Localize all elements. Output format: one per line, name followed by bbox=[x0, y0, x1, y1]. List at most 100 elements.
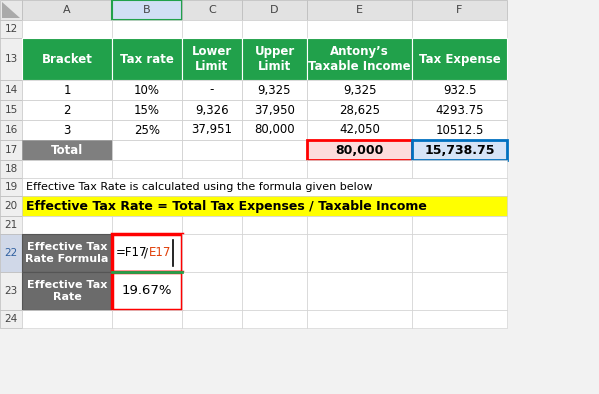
Bar bbox=[412, 216, 507, 234]
Bar bbox=[307, 216, 412, 234]
Bar bbox=[242, 20, 307, 38]
Bar bbox=[182, 310, 242, 328]
Bar bbox=[412, 80, 507, 100]
Text: 9,326: 9,326 bbox=[195, 104, 229, 117]
Bar bbox=[412, 20, 507, 38]
Text: 21: 21 bbox=[4, 220, 17, 230]
Bar bbox=[182, 38, 242, 80]
Text: E17: E17 bbox=[149, 247, 171, 260]
Bar bbox=[0, 20, 22, 38]
Bar bbox=[0, 234, 22, 272]
Text: 19: 19 bbox=[4, 182, 17, 192]
Text: 19.67%: 19.67% bbox=[122, 284, 173, 297]
Bar bbox=[0, 272, 22, 310]
Text: Total: Total bbox=[51, 143, 83, 156]
Bar bbox=[307, 120, 412, 140]
Bar bbox=[412, 140, 507, 160]
Bar bbox=[182, 140, 242, 160]
Bar bbox=[182, 20, 242, 38]
Text: -: - bbox=[210, 84, 214, 97]
Bar bbox=[182, 80, 242, 100]
Bar bbox=[307, 100, 412, 120]
Bar bbox=[242, 120, 307, 140]
Text: 20: 20 bbox=[4, 201, 17, 211]
Bar bbox=[0, 216, 22, 234]
Text: 80,000: 80,000 bbox=[254, 123, 295, 136]
Bar bbox=[242, 140, 307, 160]
Bar bbox=[307, 310, 412, 328]
Bar bbox=[112, 140, 182, 160]
Text: 23: 23 bbox=[4, 286, 17, 296]
Text: F: F bbox=[456, 5, 462, 15]
Text: 3: 3 bbox=[63, 123, 71, 136]
Bar bbox=[307, 0, 412, 20]
Bar bbox=[22, 234, 112, 272]
Bar bbox=[182, 160, 242, 178]
Text: 15: 15 bbox=[4, 105, 17, 115]
Text: Effective Tax Rate is calculated using the formula given below: Effective Tax Rate is calculated using t… bbox=[26, 182, 373, 192]
Bar bbox=[112, 234, 182, 272]
Text: Tax rate: Tax rate bbox=[120, 52, 174, 65]
Bar bbox=[412, 160, 507, 178]
Bar bbox=[112, 160, 182, 178]
Text: B: B bbox=[143, 5, 151, 15]
Bar bbox=[22, 0, 112, 20]
Text: 22: 22 bbox=[4, 248, 17, 258]
Bar bbox=[242, 160, 307, 178]
Bar bbox=[242, 38, 307, 80]
Bar bbox=[22, 160, 112, 178]
Text: =F17: =F17 bbox=[116, 247, 147, 260]
Text: 12: 12 bbox=[4, 24, 17, 34]
Bar bbox=[182, 100, 242, 120]
Bar bbox=[22, 310, 112, 328]
Bar bbox=[0, 38, 22, 80]
Text: 24: 24 bbox=[4, 314, 17, 324]
Bar bbox=[242, 80, 307, 100]
Bar bbox=[242, 272, 307, 310]
Polygon shape bbox=[2, 2, 20, 18]
Bar bbox=[182, 216, 242, 234]
Bar bbox=[22, 20, 112, 38]
Bar bbox=[307, 160, 412, 178]
Text: 4293.75: 4293.75 bbox=[435, 104, 484, 117]
Bar bbox=[412, 100, 507, 120]
Bar bbox=[112, 38, 182, 80]
Text: 10512.5: 10512.5 bbox=[435, 123, 483, 136]
Text: 28,625: 28,625 bbox=[339, 104, 380, 117]
Text: Effective Tax
Rate: Effective Tax Rate bbox=[27, 280, 107, 302]
Text: 14: 14 bbox=[4, 85, 17, 95]
Text: D: D bbox=[270, 5, 279, 15]
Bar bbox=[112, 80, 182, 100]
Bar bbox=[307, 38, 412, 80]
Text: Lower
Limit: Lower Limit bbox=[192, 45, 232, 73]
Text: /: / bbox=[144, 247, 148, 260]
Text: 1: 1 bbox=[63, 84, 71, 97]
Bar bbox=[412, 120, 507, 140]
Text: 18: 18 bbox=[4, 164, 17, 174]
Bar bbox=[412, 234, 507, 272]
Text: Effective Tax Rate = Total Tax Expenses / Taxable Income: Effective Tax Rate = Total Tax Expenses … bbox=[26, 199, 427, 212]
Bar bbox=[182, 0, 242, 20]
Bar bbox=[112, 20, 182, 38]
Bar bbox=[307, 140, 412, 160]
Text: 37,950: 37,950 bbox=[254, 104, 295, 117]
Bar bbox=[242, 234, 307, 272]
Bar bbox=[22, 196, 507, 216]
Text: E: E bbox=[356, 5, 363, 15]
Text: 13: 13 bbox=[4, 54, 17, 64]
Bar bbox=[182, 120, 242, 140]
Bar bbox=[112, 216, 182, 234]
Text: 15%: 15% bbox=[134, 104, 160, 117]
Bar bbox=[112, 100, 182, 120]
Bar bbox=[307, 20, 412, 38]
Text: 16: 16 bbox=[4, 125, 17, 135]
Bar bbox=[112, 120, 182, 140]
Bar bbox=[307, 234, 412, 272]
Bar bbox=[0, 140, 22, 160]
Bar bbox=[22, 38, 112, 80]
Bar bbox=[242, 310, 307, 328]
Text: 932.5: 932.5 bbox=[443, 84, 476, 97]
Bar bbox=[182, 234, 242, 272]
Bar bbox=[0, 80, 22, 100]
Text: 42,050: 42,050 bbox=[339, 123, 380, 136]
